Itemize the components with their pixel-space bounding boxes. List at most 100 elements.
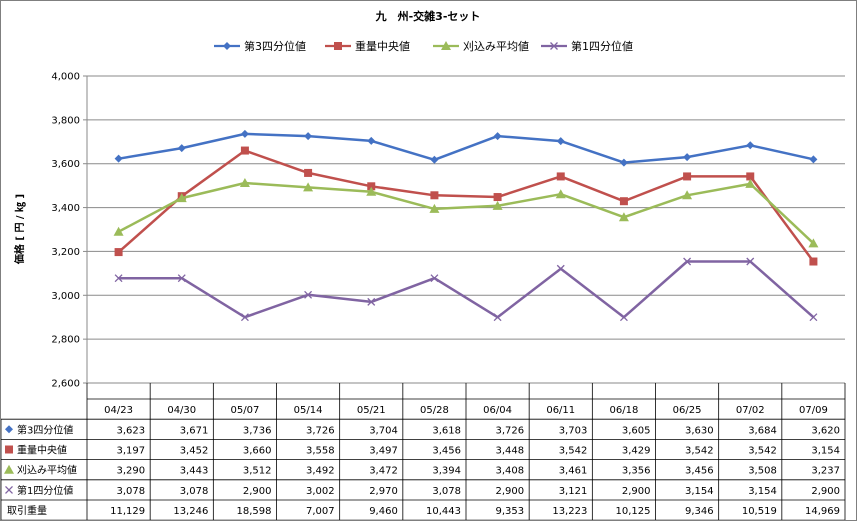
table-cell: 18,598: [237, 506, 272, 517]
table-cell: 13,223: [552, 506, 587, 517]
y-axis-label: 価格 [ 円 / ㎏ ]: [13, 194, 26, 265]
data-point: [240, 146, 249, 155]
table-cell: 3,620: [811, 425, 840, 436]
legend: 第3四分位値 重量中央値 刈込み平均値 第1四分位値: [214, 39, 633, 53]
table-cell: 3,512: [243, 466, 272, 477]
data-point: [682, 190, 693, 200]
data-point: [304, 132, 313, 141]
table-cell: 3,429: [622, 446, 651, 457]
data-point: [683, 257, 692, 266]
table-cell: 3,290: [117, 466, 146, 477]
table-cell: 3,472: [369, 466, 398, 477]
category-label: 06/04: [483, 405, 512, 416]
data-point: [556, 264, 565, 273]
table-cell: 10,519: [742, 506, 777, 517]
table-cell: 3,456: [685, 466, 714, 477]
table-cell: 2,900: [243, 486, 272, 497]
row-legend-marker-stroke: [5, 485, 13, 494]
row-legend-marker: [5, 445, 13, 454]
table-cell: 3,237: [811, 466, 840, 477]
data-point: [303, 182, 314, 192]
category-label: 05/21: [357, 405, 386, 416]
category-label: 05/28: [420, 405, 449, 416]
data-point: [366, 186, 377, 196]
legend-marker: [223, 42, 231, 50]
category-label: 04/23: [104, 405, 133, 416]
row-legend-marker: [5, 485, 13, 494]
data-point: [745, 178, 756, 188]
table-cell: 3,684: [748, 425, 777, 436]
data-point: [493, 132, 502, 141]
table-cell: 9,460: [369, 506, 398, 517]
chart-title: 九 州-交雑3-セット: [375, 9, 481, 23]
data-point: [114, 274, 123, 283]
y-tick-label: 3,200: [51, 247, 80, 258]
table-cell: 11,129: [110, 506, 145, 517]
table-cell: 2,900: [622, 486, 651, 497]
table-cell: 3,704: [369, 425, 398, 436]
table-cell: 3,630: [685, 425, 714, 436]
table-cell: 3,660: [243, 446, 272, 457]
data-point: [808, 238, 819, 248]
data-point-stroke: [746, 257, 755, 266]
data-point: [618, 212, 629, 222]
category-label: 06/25: [673, 405, 702, 416]
data-point-stroke: [809, 313, 818, 322]
y-tick-label: 3,000: [51, 291, 80, 302]
table-cell: 3,605: [622, 425, 651, 436]
data-point-stroke: [683, 257, 692, 266]
table-cell: 3,456: [432, 446, 461, 457]
data-point: [809, 313, 818, 322]
table-cell: 3,078: [117, 486, 146, 497]
data-point: [492, 200, 503, 210]
data-point: [746, 257, 755, 266]
data-point: [619, 197, 628, 206]
table-cell: 3,623: [117, 425, 146, 436]
table-cell: 3,558: [306, 446, 335, 457]
data-point: [367, 136, 376, 145]
data-point: [683, 153, 692, 162]
table-cell: 2,900: [496, 486, 525, 497]
data-point: [809, 257, 818, 266]
row-legend-marker: [4, 464, 14, 474]
table-cell: 9,353: [496, 506, 525, 517]
table-cell: 9,346: [685, 506, 714, 517]
data-point: [177, 274, 186, 283]
data-point: [114, 154, 123, 163]
table-cell: 3,726: [306, 425, 335, 436]
data-point: [367, 297, 376, 306]
data-point: [746, 172, 755, 181]
category-label: 06/18: [610, 405, 639, 416]
data-point-stroke: [430, 274, 439, 283]
table-cell: 3,542: [748, 446, 777, 457]
series-line: [118, 181, 815, 245]
y-axis: 4,000 3,800 3,600 3,400 3,200 3,000 2,800 2,600: [51, 72, 88, 390]
table-cell: 3,443: [180, 466, 209, 477]
category-label: 05/07: [231, 405, 260, 416]
table-cell: 3,542: [559, 446, 588, 457]
table-cell: 3,736: [243, 425, 272, 436]
data-point-stroke: [304, 290, 313, 299]
data-point: [239, 178, 250, 188]
data-point: [429, 203, 440, 213]
legend-label: 刈込み平均値: [463, 40, 529, 53]
data-point-stroke: [177, 274, 186, 283]
data-point-stroke: [240, 313, 249, 322]
data-point: [746, 141, 755, 150]
table-cell: 3,154: [685, 486, 714, 497]
legend-marker-stroke: [550, 42, 558, 50]
category-label: 05/14: [294, 405, 323, 416]
table-cell: 13,246: [173, 506, 208, 517]
category-label: 04/30: [167, 405, 196, 416]
table-cell: 3,356: [622, 466, 651, 477]
row-label: 第1四分位値: [17, 484, 73, 497]
table-cell: 3,508: [748, 466, 777, 477]
data-point: [430, 155, 439, 164]
data-point: [367, 182, 376, 191]
y-tick-label: 4,000: [51, 72, 80, 83]
data-point: [493, 193, 502, 202]
table-cell: 3,448: [496, 446, 525, 457]
data-point-stroke: [367, 297, 376, 306]
data-point: [177, 144, 186, 153]
